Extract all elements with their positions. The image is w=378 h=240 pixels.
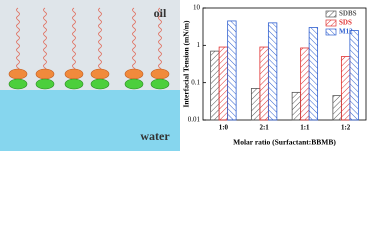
bar [349, 30, 359, 121]
head [35, 68, 55, 80]
bar [218, 46, 229, 121]
bar [259, 46, 269, 121]
tail [98, 7, 102, 71]
head [64, 68, 84, 80]
y-tick-label: 10 [193, 4, 201, 12]
counter-ion [8, 78, 28, 90]
bar [340, 56, 351, 121]
bar [291, 91, 302, 121]
tail [16, 7, 20, 71]
tail [132, 7, 136, 71]
head [8, 68, 28, 80]
legend-label: SDBS [339, 10, 357, 18]
bar [227, 20, 237, 121]
tail [158, 7, 162, 71]
page: oil water 0.01 0.1 1 10 Interfacial Tension … [0, 0, 367, 151]
tail [43, 7, 47, 71]
head [150, 68, 170, 80]
legend-swatch [325, 10, 337, 18]
legend-label: M12 [339, 28, 353, 36]
y-tick-label: 1 [197, 41, 201, 49]
y-tick-label: 0.1 [191, 78, 200, 86]
x-tick-label: 1:0 [219, 124, 229, 132]
bar [250, 88, 261, 121]
head [124, 68, 144, 80]
bar [300, 47, 310, 121]
bar [332, 95, 342, 121]
legend-label: SDS [339, 19, 352, 27]
molecules [8, 7, 170, 90]
head [90, 68, 110, 80]
plot-frame [202, 7, 367, 121]
y-axis-label: Interfacial Tension (mN/m) [182, 20, 191, 108]
counter-ion [150, 78, 170, 90]
tail [72, 7, 76, 71]
oil-phase [0, 0, 180, 90]
counter-ion [124, 78, 144, 90]
x-tick-label: 1:1 [300, 124, 310, 132]
x-tick-label: 1:2 [341, 124, 351, 132]
illustration: oil water [0, 0, 180, 151]
x-axis-label: Molar ratio (Surfactant:BBMB) [233, 138, 336, 147]
oil-label: oil [154, 6, 167, 20]
water-phase [0, 90, 180, 151]
x-tick-label: 2:1 [259, 124, 269, 132]
counter-ion [90, 78, 110, 90]
water-label: water [140, 129, 170, 143]
bar [210, 50, 220, 121]
legend-swatch [325, 19, 337, 27]
counter-ion [64, 78, 84, 90]
bar [308, 27, 319, 121]
counter-ion [35, 78, 55, 90]
legend-swatch [325, 28, 337, 36]
bar [267, 22, 278, 121]
y-tick-label: 0.01 [188, 116, 201, 124]
